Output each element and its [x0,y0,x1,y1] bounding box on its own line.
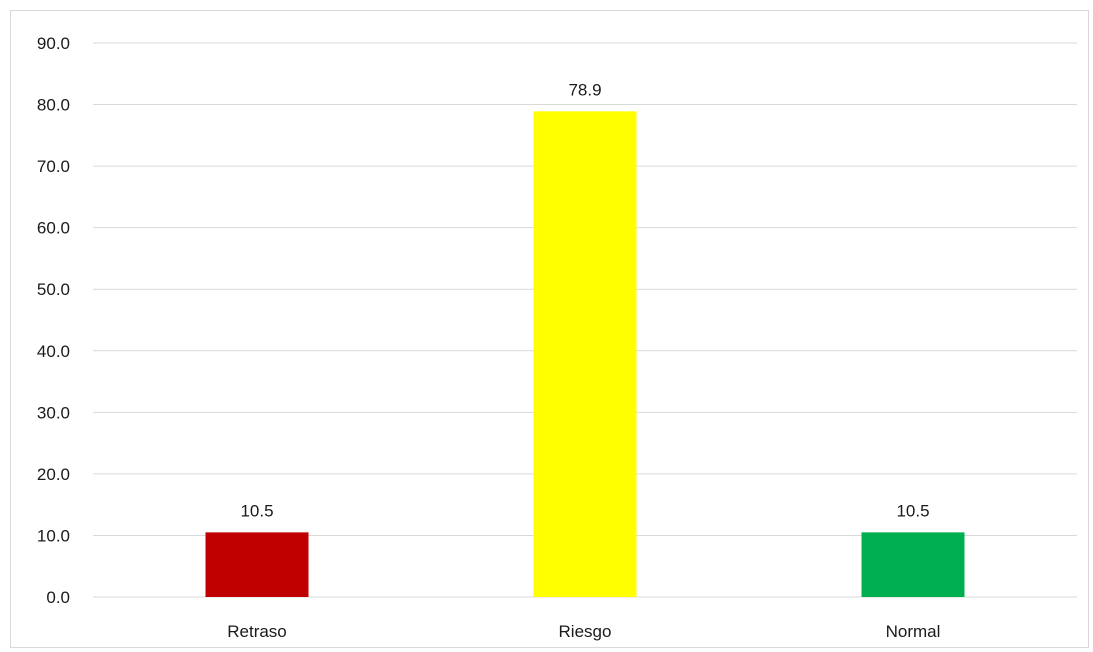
bar-riesgo [533,111,637,598]
y-tick-label-8: 80.0 [37,96,70,115]
y-tick-label-2: 20.0 [37,465,70,484]
data-labels: 10.5 78.9 10.5 [240,80,929,520]
bar-normal [861,532,965,597]
x-tick-label-retraso: Retraso [227,622,287,641]
x-tick-label-riesgo: Riesgo [559,622,612,641]
y-tick-label-0: 0.0 [46,588,70,607]
y-tick-label-3: 30.0 [37,403,70,422]
bar-retraso [205,532,309,597]
x-axis-tick-labels: Retraso Riesgo Normal [227,622,940,641]
data-label-retraso: 10.5 [240,501,273,520]
data-label-riesgo: 78.9 [568,80,601,99]
y-axis-tick-labels: 0.0 10.0 20.0 30.0 40.0 50.0 60.0 70.0 80.0 90.0 [37,34,70,607]
y-tick-label-5: 50.0 [37,280,70,299]
y-tick-label-1: 10.0 [37,526,70,545]
x-tick-label-normal: Normal [886,622,941,641]
y-tick-label-9: 90.0 [37,34,70,53]
bars [205,111,965,598]
y-tick-label-4: 40.0 [37,342,70,361]
data-label-normal: 10.5 [896,501,929,520]
y-tick-label-6: 60.0 [37,219,70,238]
y-tick-label-7: 70.0 [37,157,70,176]
